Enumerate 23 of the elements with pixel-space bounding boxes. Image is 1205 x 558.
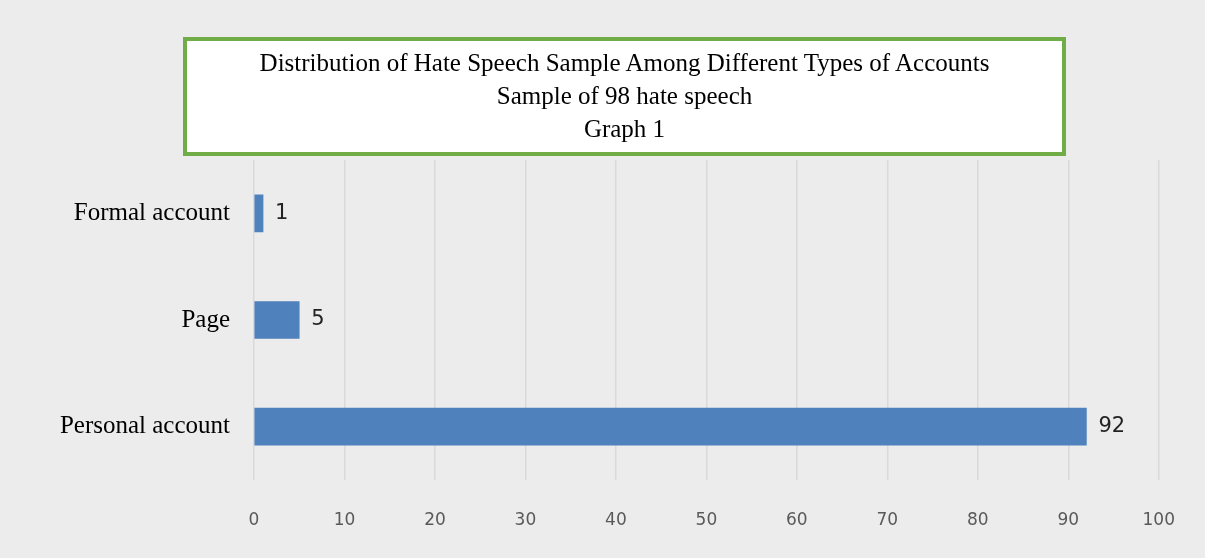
x-tick-label: 40 [605,508,627,529]
x-tick-label: 0 [248,508,260,529]
x-tick-label: 60 [786,508,808,529]
y-tick-label: Personal account [59,411,231,439]
x-tick-label: 80 [967,508,989,529]
caption: Graph 1 [582,114,667,144]
bar [254,301,300,339]
bar [254,194,264,233]
chart-subtitle: Sample of 98 hate speech [495,81,754,111]
x-tick-label: 50 [695,508,718,529]
y-tick-label: Formal account [73,197,231,225]
x-tick-label: 100 [1142,508,1175,529]
x-tick-label: 20 [424,508,446,529]
data-label: 92 [1098,413,1126,438]
y-tick-label: Page [181,304,230,332]
data-label: 5 [311,306,325,331]
x-tick-label: 10 [333,508,356,529]
chart-title: Distribution of Hate Speech Sample Among Different Types of Accounts [258,48,991,78]
x-tick-label: 30 [514,508,537,529]
x-tick-label: 90 [1057,508,1080,529]
data-label: 1 [275,199,289,224]
x-tick-label: 70 [876,508,899,529]
bar [254,407,1087,446]
